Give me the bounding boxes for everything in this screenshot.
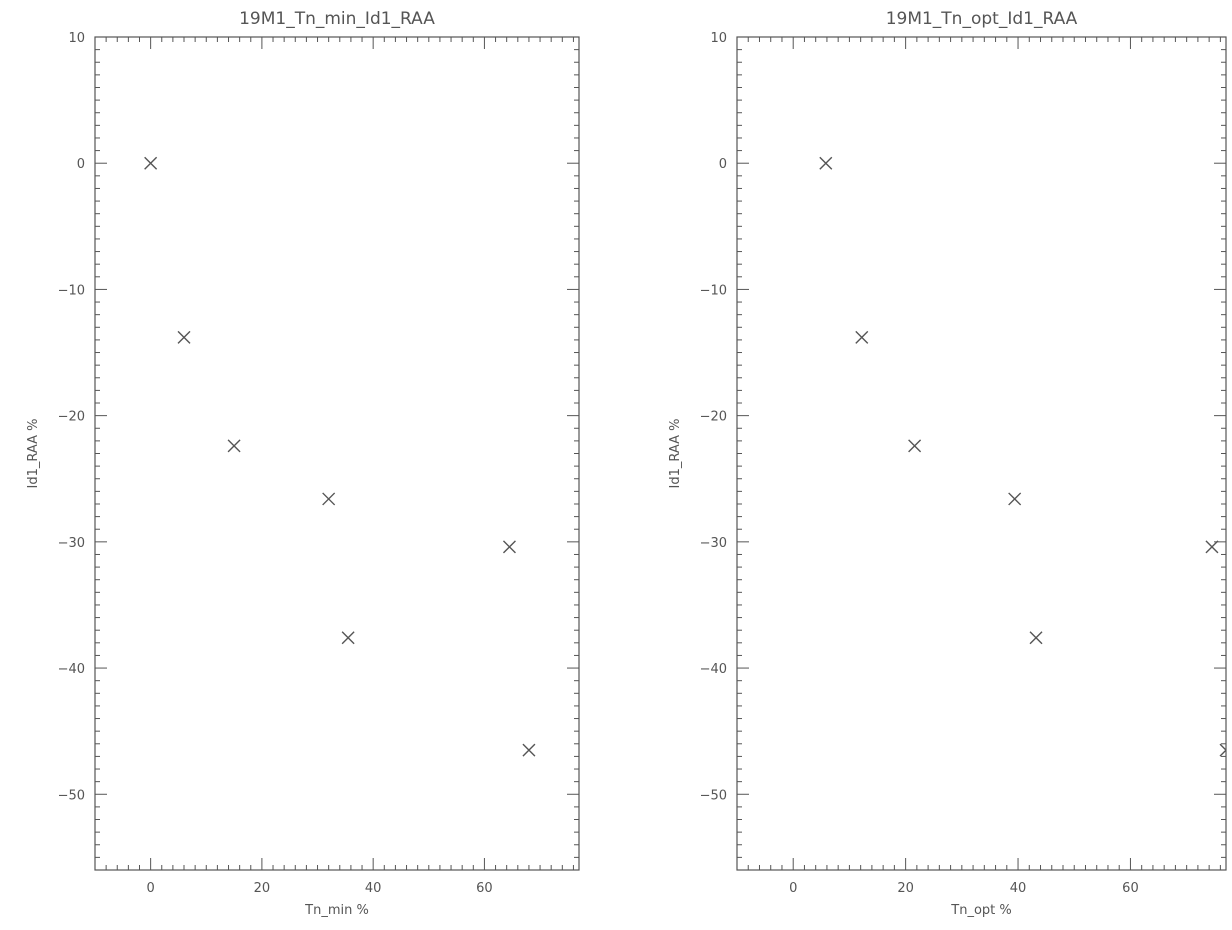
- y-tick-label: −40: [58, 662, 85, 677]
- plot-frame: [736, 36, 1227, 871]
- y-axis-label: Id1_RAA %: [26, 419, 41, 489]
- x-axis-label: Tn_opt %: [950, 903, 1011, 918]
- chart-title: 19M1_Tn_min_Id1_RAA: [239, 9, 435, 29]
- data-point-marker: [227, 439, 241, 453]
- y-tick-label: 10: [710, 31, 727, 46]
- x-tick-label: 60: [1122, 881, 1139, 896]
- y-tick-label: 10: [68, 31, 85, 46]
- data-point-marker: [1205, 540, 1219, 554]
- y-tick-label: −30: [700, 536, 727, 551]
- data-point-marker: [1029, 631, 1043, 645]
- x-tick-label: 20: [254, 881, 271, 896]
- y-tick-label: 0: [77, 157, 85, 172]
- y-tick-label: −20: [700, 410, 727, 425]
- data-point-marker: [1219, 743, 1226, 757]
- data-point-marker: [908, 439, 922, 453]
- y-tick-label: −10: [700, 283, 727, 298]
- x-tick-label: 0: [789, 881, 797, 896]
- data-point-marker: [322, 492, 336, 506]
- data-point-marker: [177, 330, 191, 344]
- x-tick-label: 40: [1010, 881, 1027, 896]
- data-point-marker: [341, 631, 355, 645]
- data-point-marker: [144, 156, 158, 170]
- x-tick-label: 20: [897, 881, 914, 896]
- data-point-marker: [522, 743, 536, 757]
- x-tick-label: 40: [365, 881, 382, 896]
- data-point-marker: [1008, 492, 1022, 506]
- y-axis-label: Id1_RAA %: [668, 419, 683, 489]
- y-tick-label: −40: [700, 662, 727, 677]
- y-tick-label: 0: [719, 157, 727, 172]
- data-point-marker: [819, 156, 833, 170]
- data-point-marker: [502, 540, 516, 554]
- y-tick-label: −30: [58, 536, 85, 551]
- data-point-marker: [855, 330, 869, 344]
- y-tick-label: −10: [58, 283, 85, 298]
- x-tick-label: 0: [146, 881, 154, 896]
- y-tick-label: −50: [700, 788, 727, 803]
- chart-title: 19M1_Tn_opt_Id1_RAA: [886, 9, 1078, 29]
- y-tick-label: −20: [58, 410, 85, 425]
- x-tick-label: 60: [476, 881, 493, 896]
- x-axis-label: Tn_min %: [304, 903, 369, 918]
- y-tick-label: −50: [58, 788, 85, 803]
- plot-frame: [94, 36, 580, 871]
